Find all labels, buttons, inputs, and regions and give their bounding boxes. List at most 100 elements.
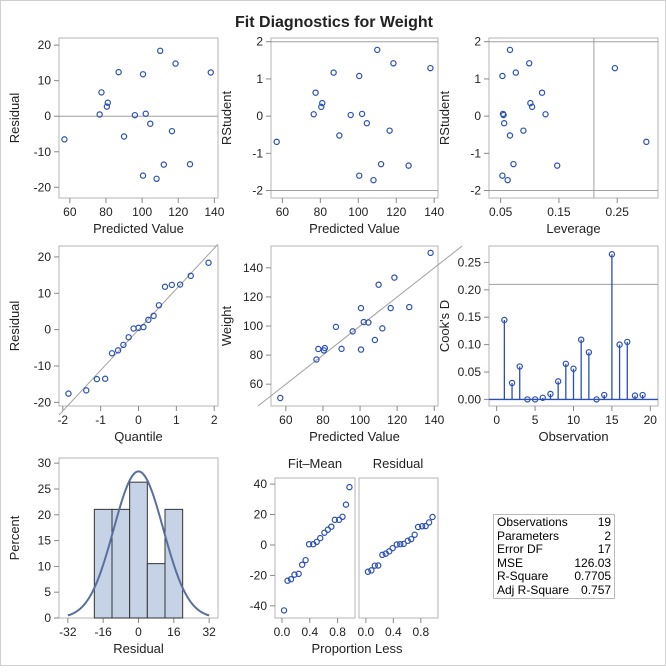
plot-frame [270,37,439,199]
plot-frame [488,37,659,199]
y-tick-label: 1 [256,72,263,86]
y-tick-label: 0 [474,109,481,123]
data-point [389,544,396,552]
data-point [356,72,363,80]
x-tick-label: 0.15 [547,205,571,219]
data-point [539,394,546,401]
data-point [317,534,324,542]
data-point [624,338,631,346]
data-point [357,346,365,353]
y-axis-label: RStudent [219,91,234,146]
x-tick-label: 100 [350,413,370,427]
data-point [83,387,90,394]
y-tick-label: 10 [38,286,52,300]
histogram-bar [146,563,166,619]
data-point [358,110,366,118]
y-axis-label: Weight [219,306,234,347]
x-tick-label: 140 [424,205,444,219]
stat-row: Adj R-Square 0.757 [497,583,611,598]
x-tick-label: -32 [59,625,77,639]
data-point [414,523,422,531]
x-axis-label: Predicted Value [309,429,400,444]
data-point [601,391,608,399]
data-point [562,360,570,368]
data-point [375,281,382,288]
data-point [273,138,280,146]
data-point [386,127,393,134]
data-point [207,69,214,76]
data-point [370,176,377,184]
plot-fit-mean-residual-spread: 0.0 0.4 0.8 -40 -20 0 20 40 Fit–Mean Proportion L… [250,456,403,656]
y-tick-label: 40 [254,477,268,491]
data-point [611,64,619,72]
y-tick-label: -10 [34,359,52,373]
data-point [330,69,337,76]
data-point [429,513,436,521]
data-point [643,138,650,146]
data-point [387,304,394,312]
plot-frame [358,477,439,619]
data-point [368,567,375,574]
data-point [161,283,169,290]
data-point [349,328,356,335]
y-tick-label: -20 [250,568,268,582]
data-point [526,60,533,67]
x-tick-label: 140 [424,413,444,427]
data-point [168,281,176,289]
data-point [404,537,411,545]
y-tick-label: 0.20 [458,283,482,297]
data-point [422,522,429,530]
y-tick-label: 0 [44,323,51,337]
data-point [542,111,549,118]
y-tick-label: 2 [474,35,481,49]
x-tick-label: 0.4 [301,625,318,639]
data-point [501,316,508,324]
data-point [427,64,434,72]
data-point [319,99,326,107]
y-tick-label: -2 [252,184,263,198]
data-point [375,562,382,569]
y-axis-label: RStudent [437,91,452,146]
data-point [156,47,164,55]
data-point [554,378,562,385]
data-point [295,570,302,578]
data-point [520,127,527,134]
data-point [510,160,517,168]
data-point [168,127,176,135]
data-point [291,571,298,578]
stat-value: 19 [597,515,612,529]
plot-weight-vs-predicted: 60 80 100 120 140 60 80 100 120 140 Predicted Valu… [219,245,463,444]
y-tick-label: 20 [254,508,268,522]
data-point [616,341,623,348]
stat-value: 17 [597,542,612,556]
x-tick-label: 140 [204,205,224,219]
y-tick-label: 10 [38,559,52,573]
y-axis-label: Cook's D [437,300,452,352]
y-tick-label: 100 [243,319,263,333]
x-tick-label: 80 [316,413,330,427]
data-point [145,316,152,324]
data-point [570,365,577,372]
x-tick-label: 100 [132,205,152,219]
data-point [593,396,600,403]
x-axis-label: Predicted Value [93,221,184,236]
x-axis-label: Quantile [114,429,162,444]
y-tick-label: 60 [250,377,264,391]
data-point [390,60,397,67]
data-point [506,132,514,139]
data-point [631,392,639,399]
stat-label: R-Square [497,569,549,583]
data-point [61,136,68,143]
data-point [427,249,434,257]
x-tick-label: 20 [644,413,658,427]
data-point [153,175,160,182]
data-point [115,68,122,76]
stat-value: 2 [604,528,612,543]
data-point [65,390,72,397]
chart-title: Fit Diagnostics for Weight [235,14,434,31]
data-point [176,281,184,288]
data-point [125,334,132,341]
data-point [104,99,111,106]
plot-rstudent-vs-leverage: 0.05 0.15 0.25 -2 -1 0 1 2 Leverage RStudent [437,35,659,236]
